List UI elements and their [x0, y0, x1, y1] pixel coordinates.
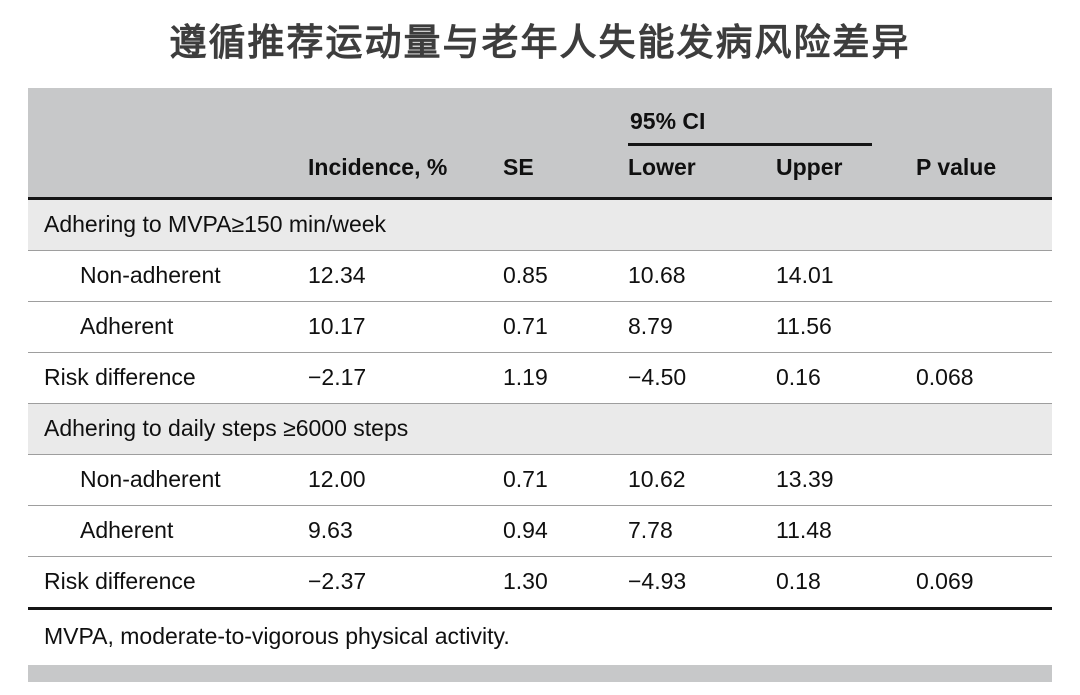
header-spacer	[906, 88, 1052, 146]
cell-label: Adherent	[28, 301, 298, 353]
cell-se: 0.94	[493, 505, 618, 557]
table-body: Adhering to MVPA≥150 min/week Non-adhere…	[28, 198, 1052, 665]
cell-incidence: −2.37	[298, 556, 493, 609]
table-row-steps-risk-difference: Risk difference −2.37 1.30 −4.93 0.18 0.…	[28, 556, 1052, 609]
cell-label: Risk difference	[28, 352, 298, 404]
table-header: 95% CI Incidence, % SE Lower Upper P val…	[28, 88, 1052, 200]
page: 遵循推荐运动量与老年人失能发病风险差异 95% CI	[0, 12, 1080, 682]
cell-ci-lower: 10.62	[618, 454, 766, 506]
section-label: Adhering to MVPA≥150 min/week	[28, 198, 1052, 251]
cell-label: Non-adherent	[28, 250, 298, 302]
col-header-upper: Upper	[766, 146, 906, 200]
cell-ci-upper: 0.18	[766, 556, 906, 609]
results-table-container: 95% CI Incidence, % SE Lower Upper P val…	[28, 88, 1052, 682]
cell-ci-upper: 11.56	[766, 301, 906, 353]
cell-ci-lower: 7.78	[618, 505, 766, 557]
header-group-row: 95% CI	[28, 88, 1052, 146]
cell-label: Adherent	[28, 505, 298, 557]
cell-label: Risk difference	[28, 556, 298, 609]
section-row-mvpa: Adhering to MVPA≥150 min/week	[28, 198, 1052, 251]
cell-label: Non-adherent	[28, 454, 298, 506]
page-title: 遵循推荐运动量与老年人失能发病风险差异	[169, 22, 911, 63]
cell-se: 0.71	[493, 454, 618, 506]
header-spacer	[298, 88, 493, 146]
cell-se: 0.85	[493, 250, 618, 302]
header-spacer	[493, 88, 618, 146]
header-spacer	[28, 88, 298, 146]
cell-ci-lower: 8.79	[618, 301, 766, 353]
cell-incidence: 9.63	[298, 505, 493, 557]
table-row-mvpa-non-adherent: Non-adherent 12.34 0.85 10.68 14.01	[28, 250, 1052, 302]
ci-group-header-cell: 95% CI	[618, 88, 906, 146]
cell-ci-upper: 11.48	[766, 505, 906, 557]
cell-pvalue: 0.068	[906, 352, 1052, 404]
col-header-label	[28, 146, 298, 200]
section-row-steps: Adhering to daily steps ≥6000 steps	[28, 403, 1052, 455]
cell-pvalue	[906, 301, 1052, 353]
col-header-se: SE	[493, 146, 618, 200]
cell-incidence: −2.17	[298, 352, 493, 404]
cell-ci-upper: 14.01	[766, 250, 906, 302]
cell-incidence: 12.34	[298, 250, 493, 302]
table-footnote: MVPA, moderate-to-vigorous physical acti…	[28, 607, 1052, 665]
col-header-pvalue: P value	[906, 146, 1052, 200]
cell-ci-upper: 13.39	[766, 454, 906, 506]
table-row-mvpa-risk-difference: Risk difference −2.17 1.19 −4.50 0.16 0.…	[28, 352, 1052, 404]
cell-ci-upper: 0.16	[766, 352, 906, 404]
table-row-mvpa-adherent: Adherent 10.17 0.71 8.79 11.56	[28, 301, 1052, 353]
cell-ci-lower: −4.50	[618, 352, 766, 404]
results-table: 95% CI Incidence, % SE Lower Upper P val…	[28, 88, 1052, 665]
cell-se: 0.71	[493, 301, 618, 353]
cell-incidence: 12.00	[298, 454, 493, 506]
cell-pvalue	[906, 250, 1052, 302]
cell-pvalue	[906, 505, 1052, 557]
cell-incidence: 10.17	[298, 301, 493, 353]
table-row-steps-adherent: Adherent 9.63 0.94 7.78 11.48	[28, 505, 1052, 557]
header-row: Incidence, % SE Lower Upper P value	[28, 146, 1052, 200]
cell-se: 1.30	[493, 556, 618, 609]
table-bottom-bar	[28, 665, 1052, 682]
col-header-incidence: Incidence, %	[298, 146, 493, 200]
footnote-row: MVPA, moderate-to-vigorous physical acti…	[28, 607, 1052, 665]
table-row-steps-non-adherent: Non-adherent 12.00 0.71 10.62 13.39	[28, 454, 1052, 506]
ci-group-header: 95% CI	[628, 108, 872, 146]
cell-ci-lower: 10.68	[618, 250, 766, 302]
cell-se: 1.19	[493, 352, 618, 404]
cell-pvalue: 0.069	[906, 556, 1052, 609]
section-label: Adhering to daily steps ≥6000 steps	[28, 403, 1052, 455]
cell-ci-lower: −4.93	[618, 556, 766, 609]
cell-pvalue	[906, 454, 1052, 506]
col-header-lower: Lower	[618, 146, 766, 200]
